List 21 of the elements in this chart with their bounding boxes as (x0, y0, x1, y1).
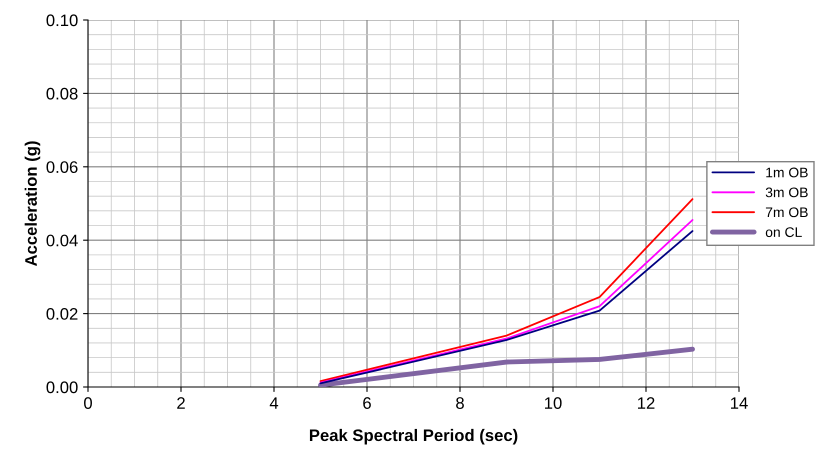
x-axis-title: Peak Spectral Period (sec) (310, 428, 518, 444)
x-tick-label: 6 (363, 397, 371, 409)
line-series (318, 346, 695, 387)
x-tick-label: 0 (84, 397, 92, 409)
y-tick-label: 0.00 (46, 381, 78, 394)
x-tick-label: 14 (731, 397, 748, 409)
y-axis-title: Acceleration (g) (24, 141, 40, 266)
x-tick-label: 8 (456, 397, 464, 409)
x-tick-label: 2 (177, 397, 185, 409)
legend-label: on CL (766, 227, 802, 238)
x-tick-label: 12 (638, 397, 654, 409)
legend-label: 1m OB (766, 168, 808, 178)
x-tick-label: 10 (545, 397, 562, 409)
y-tick-label: 0.08 (46, 88, 78, 100)
y-tick-label: 0.06 (46, 161, 78, 174)
x-tick-label: 4 (270, 397, 278, 409)
y-tick-label: 0.04 (46, 234, 78, 246)
legend-label: 7m OB (766, 207, 808, 218)
legend-label: 3m OB (766, 187, 808, 198)
y-tick-label: 0.02 (46, 308, 78, 320)
y-tick-label: 0.10 (46, 14, 78, 26)
